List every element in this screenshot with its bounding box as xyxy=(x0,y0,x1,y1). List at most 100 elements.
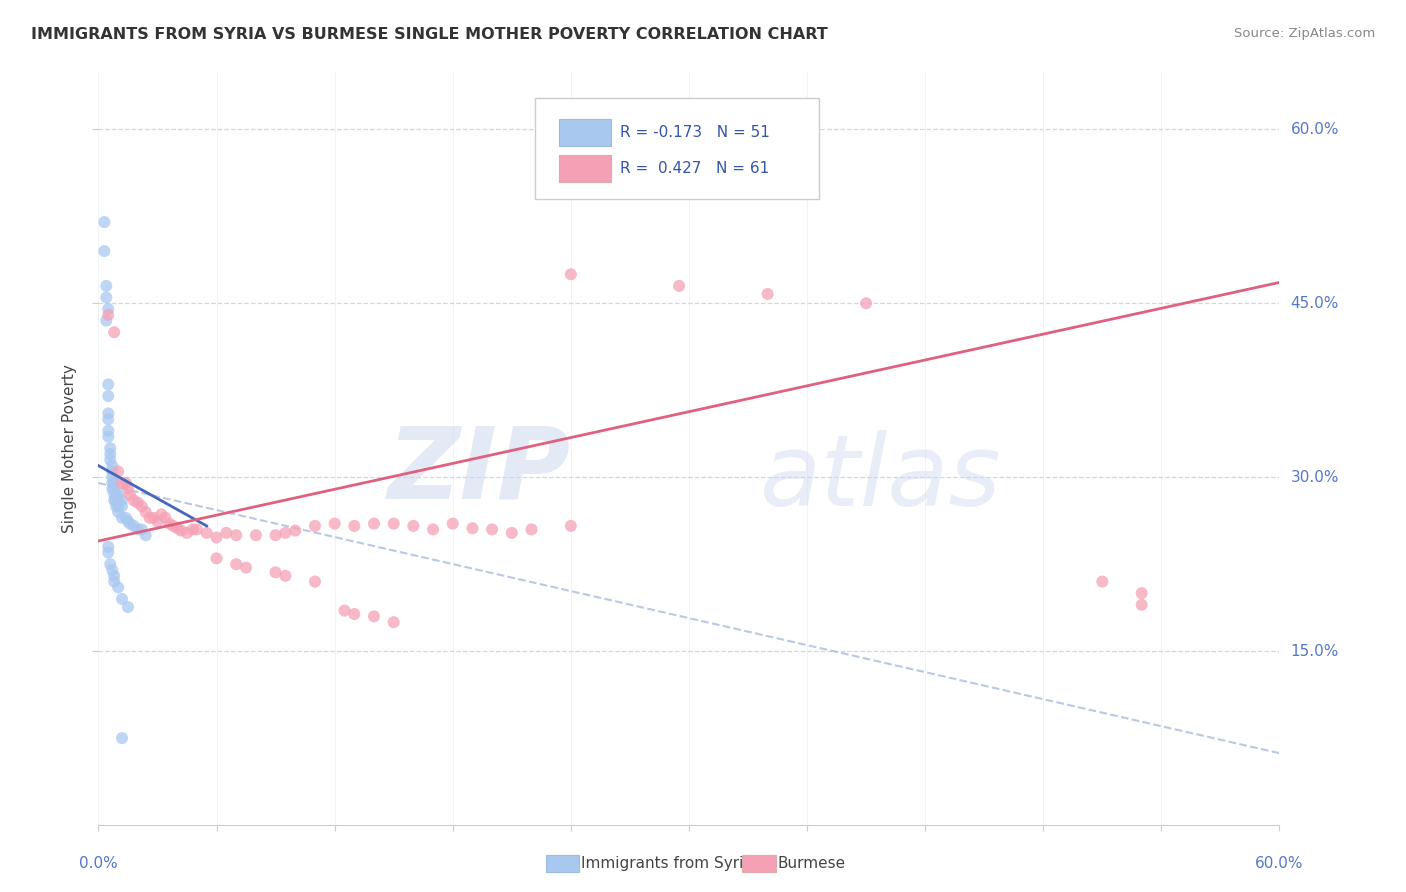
Text: 45.0%: 45.0% xyxy=(1291,296,1339,310)
Y-axis label: Single Mother Poverty: Single Mother Poverty xyxy=(62,364,77,533)
Text: 60.0%: 60.0% xyxy=(1291,122,1339,136)
Point xyxy=(122,493,145,508)
Point xyxy=(97,424,120,438)
Point xyxy=(111,731,134,746)
Point xyxy=(215,525,238,540)
Point xyxy=(111,500,134,514)
Point xyxy=(107,581,129,595)
Point xyxy=(157,516,180,531)
Point xyxy=(274,569,297,583)
Point xyxy=(225,528,247,542)
Point xyxy=(107,505,129,519)
Point xyxy=(333,604,356,618)
Point xyxy=(118,516,141,531)
Point xyxy=(122,519,145,533)
Point xyxy=(422,523,444,537)
Point xyxy=(115,510,138,524)
Point xyxy=(304,574,326,589)
Text: Immigrants from Syria: Immigrants from Syria xyxy=(581,856,752,871)
Text: 30.0%: 30.0% xyxy=(1291,470,1339,484)
Point xyxy=(97,430,120,444)
Point xyxy=(520,523,543,537)
Point xyxy=(118,488,141,502)
Point xyxy=(304,519,326,533)
Point xyxy=(101,470,124,484)
Point xyxy=(135,505,157,519)
Point xyxy=(98,557,121,572)
Point xyxy=(101,476,124,491)
Point xyxy=(103,569,125,583)
Point xyxy=(115,476,138,491)
Point xyxy=(97,377,120,392)
Point xyxy=(150,508,173,522)
Text: Burmese: Burmese xyxy=(778,856,845,871)
Point xyxy=(186,523,208,537)
Point xyxy=(117,600,139,615)
Point xyxy=(146,514,169,528)
FancyBboxPatch shape xyxy=(536,98,818,200)
Point xyxy=(97,412,120,426)
Point xyxy=(103,493,125,508)
Point xyxy=(205,531,228,545)
Point xyxy=(107,488,129,502)
Point xyxy=(756,287,779,301)
Point xyxy=(668,279,690,293)
Point xyxy=(560,519,582,533)
Point xyxy=(235,560,257,574)
Point xyxy=(245,528,267,542)
Point xyxy=(264,566,287,580)
Point xyxy=(101,465,124,479)
Point xyxy=(97,389,120,403)
Point xyxy=(105,500,128,514)
Point xyxy=(97,407,120,421)
Point xyxy=(501,525,523,540)
Point xyxy=(98,442,121,455)
Point xyxy=(181,523,204,537)
Point xyxy=(98,447,121,461)
Text: atlas: atlas xyxy=(759,430,1001,527)
Point xyxy=(127,496,149,510)
Point xyxy=(111,493,134,508)
Text: R = -0.173   N = 51: R = -0.173 N = 51 xyxy=(620,125,770,140)
Point xyxy=(363,516,385,531)
Point xyxy=(343,607,366,621)
Point xyxy=(101,458,124,473)
Point xyxy=(225,557,247,572)
Point xyxy=(284,524,307,538)
Point xyxy=(402,519,425,533)
Text: R =  0.427   N = 61: R = 0.427 N = 61 xyxy=(620,161,769,176)
Point xyxy=(127,523,149,537)
Point xyxy=(274,525,297,540)
FancyBboxPatch shape xyxy=(560,155,612,182)
Point xyxy=(97,308,120,322)
Point xyxy=(97,546,120,560)
Point xyxy=(101,482,124,496)
Point xyxy=(105,488,128,502)
Point xyxy=(176,525,198,540)
Point xyxy=(103,488,125,502)
Point xyxy=(461,521,484,535)
Point xyxy=(111,592,134,607)
Point xyxy=(107,493,129,508)
Point xyxy=(98,453,121,467)
Point xyxy=(117,514,139,528)
Point xyxy=(117,482,139,496)
Text: Source: ZipAtlas.com: Source: ZipAtlas.com xyxy=(1234,27,1375,40)
Point xyxy=(166,521,188,535)
Point xyxy=(93,244,115,259)
Point xyxy=(363,609,385,624)
Point xyxy=(96,291,118,305)
Point xyxy=(135,528,157,542)
Point xyxy=(103,326,125,340)
Point xyxy=(111,476,134,491)
Point xyxy=(103,482,125,496)
Point xyxy=(93,215,115,229)
Point xyxy=(107,500,129,514)
Point xyxy=(97,302,120,317)
Point xyxy=(264,528,287,542)
Text: 15.0%: 15.0% xyxy=(1291,644,1339,658)
Text: IMMIGRANTS FROM SYRIA VS BURMESE SINGLE MOTHER POVERTY CORRELATION CHART: IMMIGRANTS FROM SYRIA VS BURMESE SINGLE … xyxy=(31,27,828,42)
FancyBboxPatch shape xyxy=(560,119,612,146)
Point xyxy=(101,563,124,577)
Point xyxy=(162,519,184,533)
